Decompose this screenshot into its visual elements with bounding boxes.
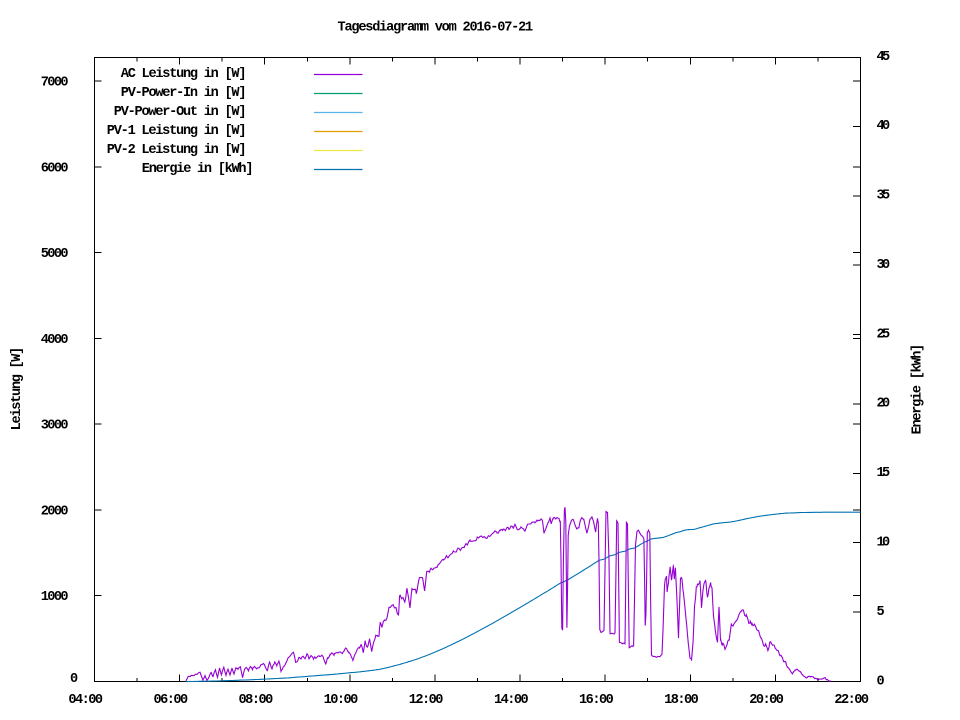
svg-text:25: 25 xyxy=(877,327,891,342)
svg-text:20:00: 20:00 xyxy=(749,693,784,708)
svg-text:18:00: 18:00 xyxy=(664,693,699,708)
svg-text:5000: 5000 xyxy=(41,247,69,262)
svg-text:22:00: 22:00 xyxy=(834,693,869,708)
svg-text:Energie [kWh]: Energie [kWh] xyxy=(911,344,926,435)
svg-text:40: 40 xyxy=(877,119,891,134)
svg-text:Leistung [W]: Leistung [W] xyxy=(10,347,25,431)
svg-text:3000: 3000 xyxy=(41,419,69,434)
svg-text:10: 10 xyxy=(877,536,891,551)
svg-text:04:00: 04:00 xyxy=(68,693,103,708)
svg-text:30: 30 xyxy=(877,258,891,273)
svg-text:4000: 4000 xyxy=(41,333,69,348)
svg-text:Energie in [kWh]: Energie in [kWh] xyxy=(142,162,254,177)
svg-text:1000: 1000 xyxy=(41,590,69,605)
svg-text:6000: 6000 xyxy=(41,161,69,176)
svg-text:45: 45 xyxy=(877,50,891,65)
svg-text:Tagesdiagramm vom 2016-07-21: Tagesdiagramm vom 2016-07-21 xyxy=(338,21,534,36)
svg-text:12:00: 12:00 xyxy=(409,693,444,708)
svg-text:PV-1 Leistung in [W]: PV-1 Leistung in [W] xyxy=(107,124,247,139)
svg-text:7000: 7000 xyxy=(41,76,69,91)
svg-text:0: 0 xyxy=(70,672,78,687)
svg-text:PV-2 Leistung in [W]: PV-2 Leistung in [W] xyxy=(107,143,247,158)
svg-text:16:00: 16:00 xyxy=(579,693,614,708)
svg-text:15: 15 xyxy=(877,466,891,481)
svg-text:2000: 2000 xyxy=(41,504,69,519)
svg-text:14:00: 14:00 xyxy=(494,693,529,708)
svg-text:35: 35 xyxy=(877,189,891,204)
svg-text:PV-Power-Out in [W]: PV-Power-Out in [W] xyxy=(114,105,247,120)
svg-text:06:00: 06:00 xyxy=(153,693,188,708)
svg-text:08:00: 08:00 xyxy=(239,693,274,708)
svg-text:PV-Power-In in [W]: PV-Power-In in [W] xyxy=(121,86,247,101)
svg-text:0: 0 xyxy=(877,674,885,689)
svg-text:AC Leistung in [W]: AC Leistung in [W] xyxy=(121,67,247,82)
svg-text:20: 20 xyxy=(877,397,891,412)
svg-text:5: 5 xyxy=(877,605,885,620)
svg-text:10:00: 10:00 xyxy=(324,693,359,708)
